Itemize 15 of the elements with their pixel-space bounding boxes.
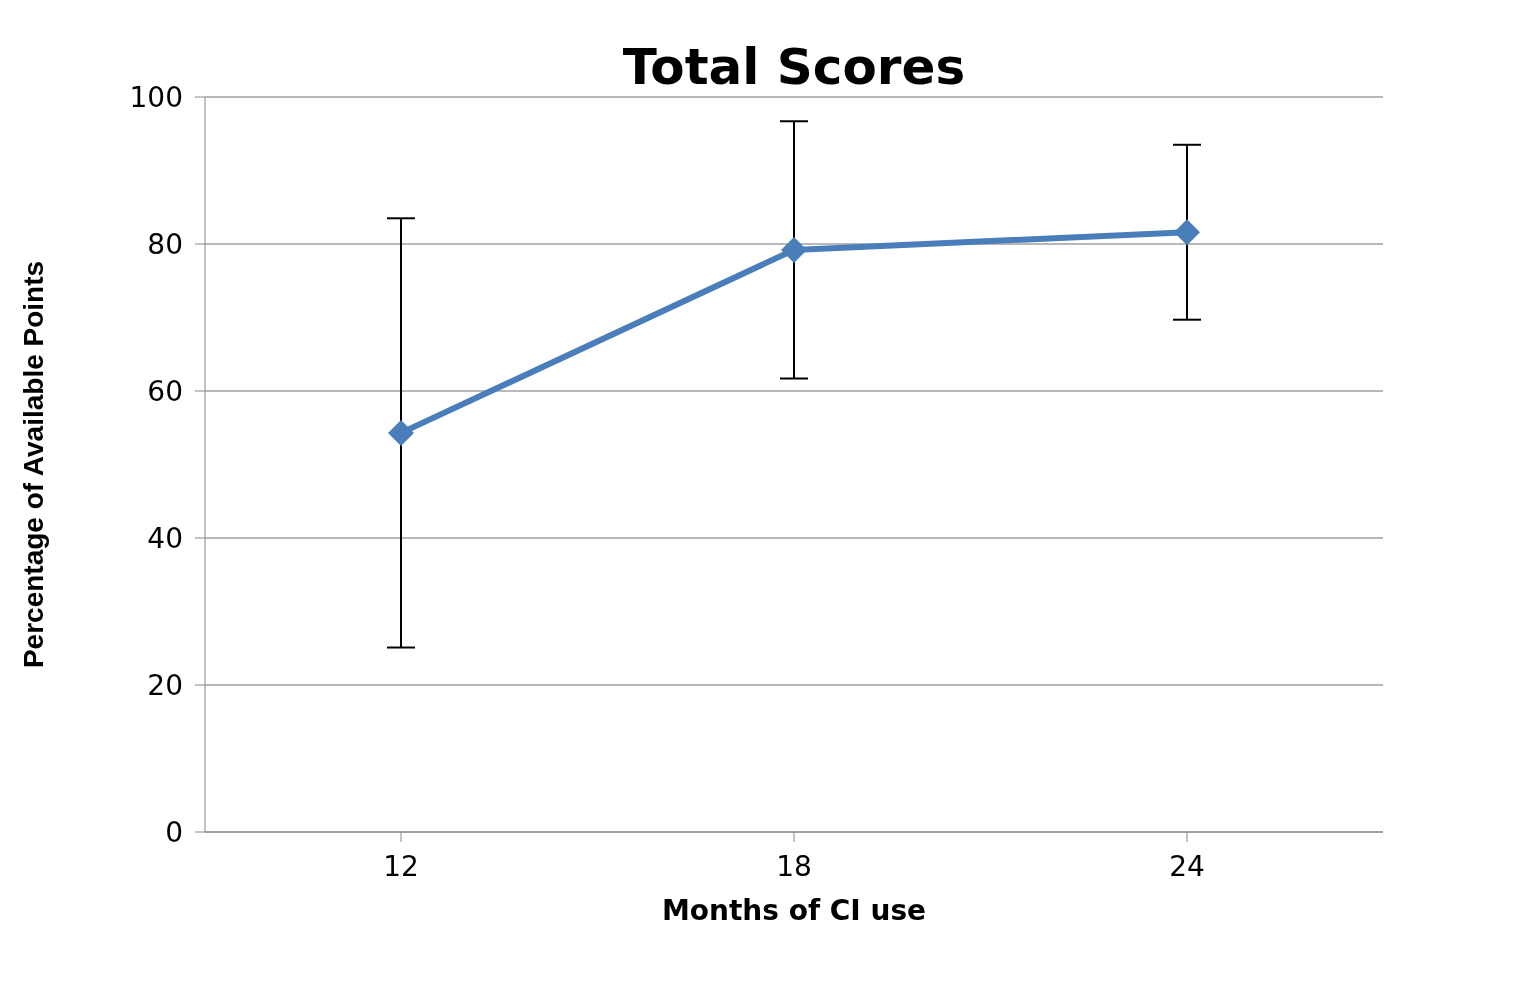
y-tick-label: 20 (147, 668, 183, 702)
x-tick-label: 12 (383, 849, 419, 883)
point (388, 419, 414, 446)
y-tick-label: 40 (147, 521, 183, 555)
point (1174, 219, 1200, 246)
x-axis-title: Months of CI use (661, 894, 927, 927)
y-tick-label: 60 (147, 374, 183, 408)
y-tick-label: 0 (165, 815, 183, 849)
y-tick-label: 80 (147, 227, 183, 261)
y-tick-label: 100 (129, 80, 183, 114)
chart-title: Total Scores (621, 38, 967, 96)
point (781, 236, 807, 263)
x-tick-label: 24 (1169, 849, 1205, 883)
y-axis-title: Percentage of Available Points (17, 260, 49, 669)
x-tick-label: 18 (776, 849, 812, 883)
